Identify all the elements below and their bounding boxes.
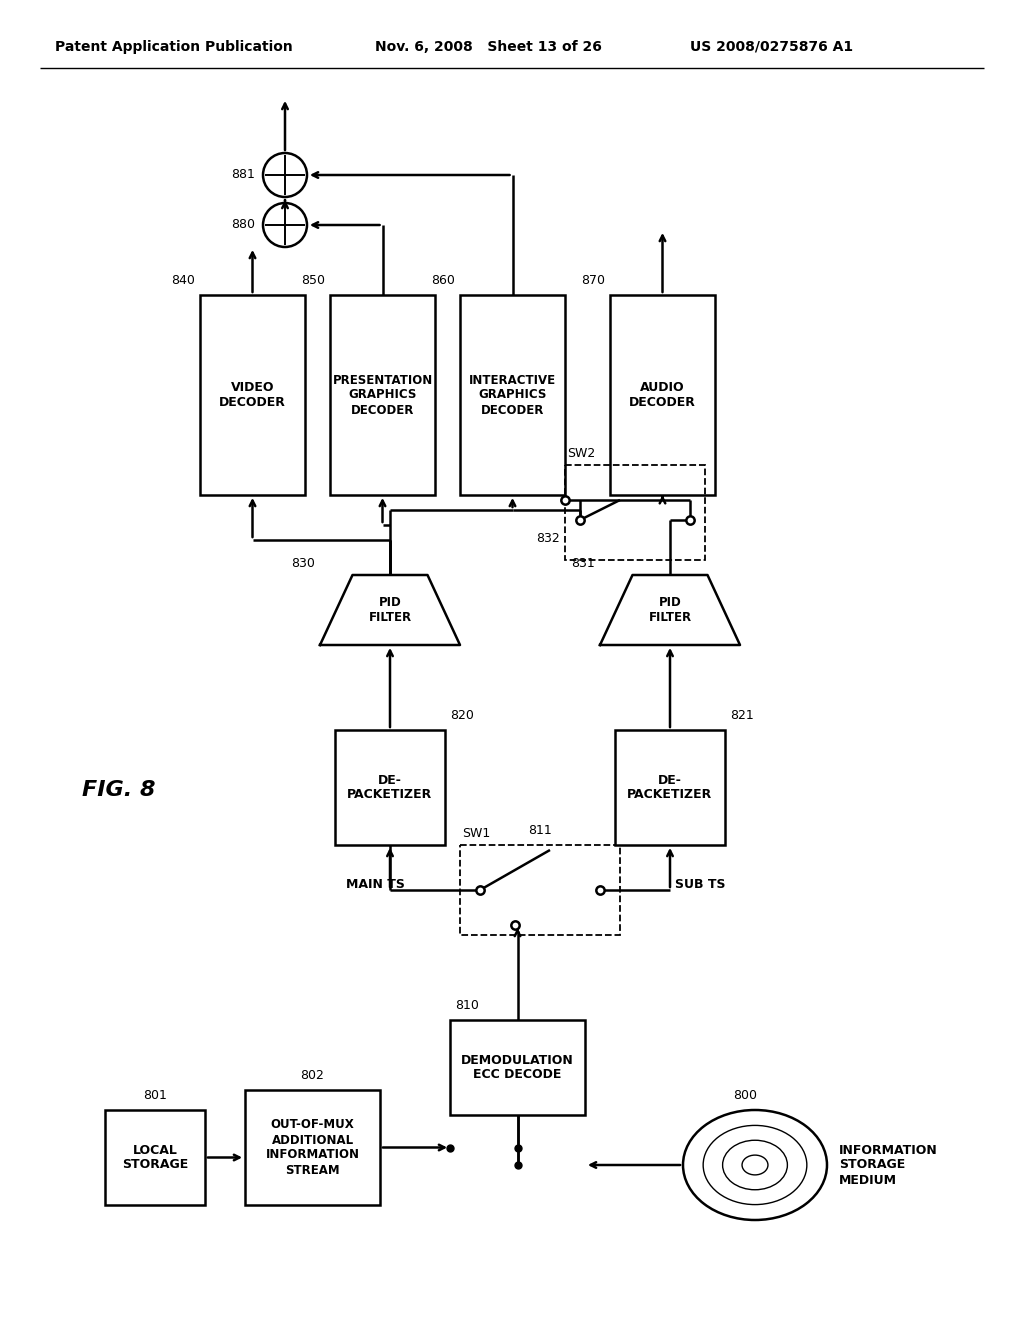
Text: 880: 880 — [231, 219, 255, 231]
Text: SUB TS: SUB TS — [675, 879, 725, 891]
Text: INTERACTIVE
GRAPHICS
DECODER: INTERACTIVE GRAPHICS DECODER — [469, 374, 556, 417]
Text: 801: 801 — [143, 1089, 167, 1102]
Text: 820: 820 — [450, 709, 474, 722]
Text: 821: 821 — [730, 709, 754, 722]
Bar — [615, 730, 725, 845]
Text: MAIN TS: MAIN TS — [346, 879, 406, 891]
Text: SW1: SW1 — [462, 828, 490, 840]
Text: 881: 881 — [231, 169, 255, 181]
Text: DEMODULATION
ECC DECODE: DEMODULATION ECC DECODE — [461, 1053, 573, 1081]
Text: FIG. 8: FIG. 8 — [82, 780, 156, 800]
Text: AUDIO
DECODER: AUDIO DECODER — [629, 381, 696, 409]
Bar — [330, 294, 435, 495]
Bar — [200, 294, 305, 495]
Bar — [460, 294, 565, 495]
Text: Nov. 6, 2008   Sheet 13 of 26: Nov. 6, 2008 Sheet 13 of 26 — [375, 40, 602, 54]
Bar — [565, 465, 705, 560]
Bar — [460, 845, 620, 935]
Bar — [450, 1020, 585, 1115]
Text: SW2: SW2 — [567, 447, 595, 459]
Text: INFORMATION
STORAGE
MEDIUM: INFORMATION STORAGE MEDIUM — [839, 1143, 938, 1187]
Bar — [610, 294, 715, 495]
Text: 830: 830 — [291, 557, 315, 570]
Text: 832: 832 — [537, 532, 560, 545]
Text: 802: 802 — [301, 1069, 325, 1082]
Text: 850: 850 — [301, 275, 325, 286]
Text: 800: 800 — [733, 1089, 757, 1102]
Text: 810: 810 — [455, 999, 479, 1012]
Text: 840: 840 — [171, 275, 195, 286]
Text: PID
FILTER: PID FILTER — [648, 597, 691, 624]
Text: VIDEO
DECODER: VIDEO DECODER — [219, 381, 286, 409]
Text: 870: 870 — [581, 275, 605, 286]
Text: OUT-OF-MUX
ADDITIONAL
INFORMATION
STREAM: OUT-OF-MUX ADDITIONAL INFORMATION STREAM — [265, 1118, 359, 1176]
Bar — [105, 1110, 205, 1205]
Bar — [335, 730, 445, 845]
Text: LOCAL
STORAGE: LOCAL STORAGE — [122, 1143, 188, 1172]
Text: 860: 860 — [431, 275, 455, 286]
Bar — [245, 1090, 380, 1205]
Text: DE-
PACKETIZER: DE- PACKETIZER — [347, 774, 432, 801]
Ellipse shape — [683, 1110, 827, 1220]
Text: PRESENTATION
GRAPHICS
DECODER: PRESENTATION GRAPHICS DECODER — [333, 374, 432, 417]
Text: 831: 831 — [571, 557, 595, 570]
Text: DE-
PACKETIZER: DE- PACKETIZER — [628, 774, 713, 801]
Text: US 2008/0275876 A1: US 2008/0275876 A1 — [690, 40, 853, 54]
Text: 811: 811 — [528, 824, 552, 837]
Text: Patent Application Publication: Patent Application Publication — [55, 40, 293, 54]
Text: PID
FILTER: PID FILTER — [369, 597, 412, 624]
